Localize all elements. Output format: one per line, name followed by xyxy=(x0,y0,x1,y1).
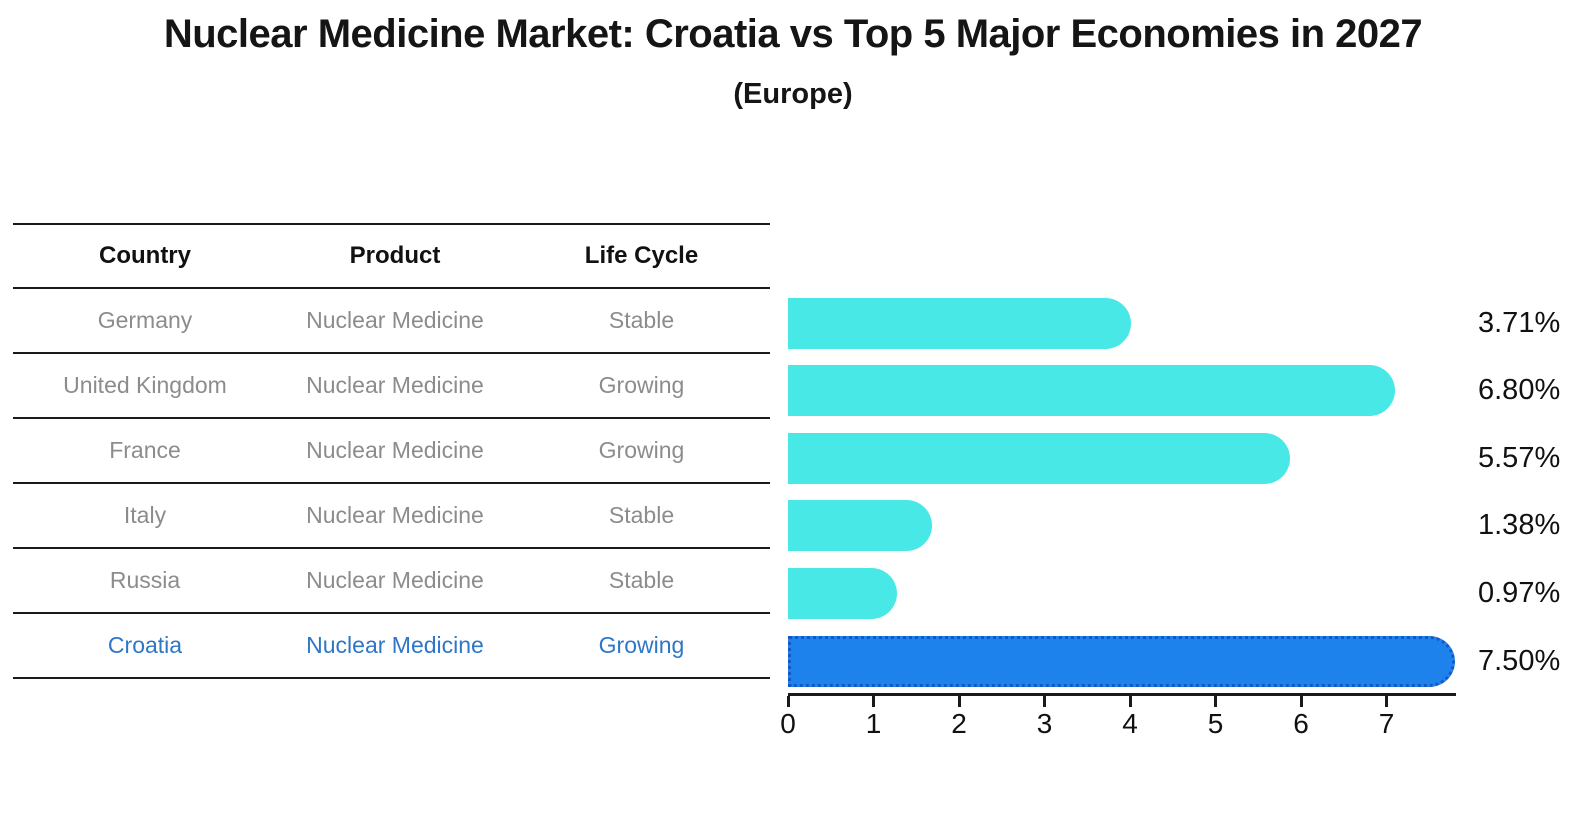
x-axis-tick-label: 2 xyxy=(951,708,967,739)
x-axis-tick-label: 7 xyxy=(1378,708,1395,739)
x-axis-tick xyxy=(1043,696,1046,707)
x-axis-tick-label: 6 xyxy=(1293,708,1309,739)
value-label: 1.38% xyxy=(1478,509,1561,542)
country-cell: Russia xyxy=(109,567,181,593)
product-cell: Nuclear Medicine xyxy=(306,502,484,528)
table-row: France Nuclear Medicine Growing xyxy=(13,419,770,484)
x-axis-line xyxy=(788,693,1456,696)
product-cell: Nuclear Medicine xyxy=(306,437,484,463)
table-row: Germany Nuclear Medicine Stable xyxy=(13,289,770,354)
value-label: 3.71% xyxy=(1478,306,1561,339)
value-label: 6.80% xyxy=(1478,374,1561,407)
bar-russia xyxy=(788,567,897,619)
x-axis-tick xyxy=(872,696,875,707)
value-label: 7.50% xyxy=(1478,644,1561,677)
product-cell: Nuclear Medicine xyxy=(306,632,484,658)
chart-subtitle: (Europe) xyxy=(733,78,853,110)
life-cycle-cell: Stable xyxy=(608,567,675,593)
country-cell: Croatia xyxy=(107,632,183,658)
product-cell: Nuclear Medicine xyxy=(306,307,484,333)
product-cell: Nuclear Medicine xyxy=(306,567,484,593)
column-header-country: Country xyxy=(99,242,191,269)
life-cycle-cell: Stable xyxy=(608,307,675,333)
x-axis-tick xyxy=(1214,696,1217,707)
x-axis-tick xyxy=(1299,696,1303,707)
x-axis-tick-label: 5 xyxy=(1207,708,1224,739)
column-header-product: Product xyxy=(349,242,441,269)
x-axis-tick xyxy=(786,696,790,707)
data-table: Country Product Life Cycle Germany Nucle… xyxy=(13,223,770,679)
country-cell: France xyxy=(109,437,181,463)
x-axis-tick xyxy=(1385,696,1388,707)
country-cell: United Kingdom xyxy=(63,372,227,398)
table-row: Italy Nuclear Medicine Stable xyxy=(13,484,770,549)
life-cycle-cell: Growing xyxy=(598,372,685,398)
x-axis-tick-label: 1 xyxy=(865,708,882,739)
value-label: 0.97% xyxy=(1478,576,1561,609)
bar-germany xyxy=(788,297,1132,349)
bar-united-kingdom xyxy=(788,365,1396,417)
life-cycle-cell: Stable xyxy=(608,502,675,528)
country-cell: Italy xyxy=(123,502,167,528)
chart-title: Nuclear Medicine Market: Croatia vs Top … xyxy=(163,12,1423,56)
x-axis-tick xyxy=(957,696,961,707)
life-cycle-cell: Growing xyxy=(598,437,685,463)
product-cell: Nuclear Medicine xyxy=(306,372,484,398)
bar-italy xyxy=(788,500,932,552)
column-header-life-cycle: Life Cycle xyxy=(584,242,699,269)
x-axis-tick xyxy=(1128,696,1132,707)
x-axis-tick-label: 0 xyxy=(780,708,796,739)
x-axis-tick-label: 4 xyxy=(1122,708,1138,739)
bar-croatia-highlighted xyxy=(788,635,1456,687)
table-row-highlighted: Croatia Nuclear Medicine Growing xyxy=(13,614,770,679)
bar-france xyxy=(788,432,1291,484)
x-axis-tick-label: 3 xyxy=(1036,708,1053,739)
country-cell: Germany xyxy=(97,307,193,333)
table-row: United Kingdom Nuclear Medicine Growing xyxy=(13,354,770,419)
value-label: 5.57% xyxy=(1478,441,1561,474)
table-row: Russia Nuclear Medicine Stable xyxy=(13,549,770,614)
life-cycle-cell: Growing xyxy=(598,632,685,658)
table-header-row: Country Product Life Cycle xyxy=(13,225,770,289)
